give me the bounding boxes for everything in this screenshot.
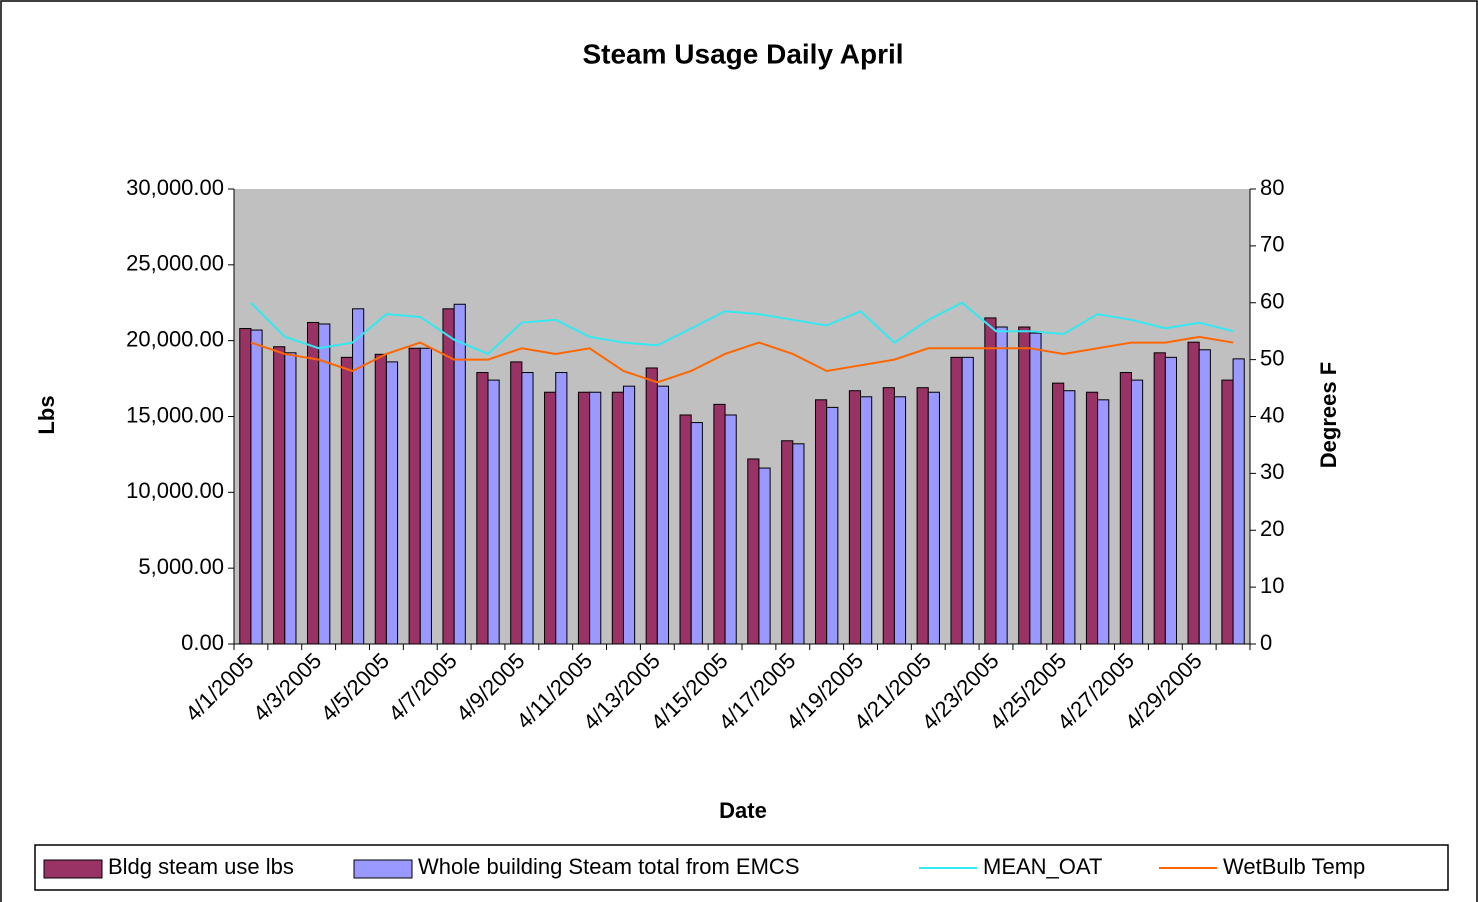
bar [611, 391, 624, 645]
bar [747, 458, 760, 645]
y-tick-label: 15,000.00 [126, 402, 224, 427]
bar [476, 372, 489, 645]
plot-area [234, 189, 1250, 644]
bar [1029, 332, 1042, 645]
bar [927, 391, 940, 645]
legend-label: Bldg steam use lbs [108, 854, 294, 879]
bar [544, 391, 557, 645]
bar [961, 356, 974, 645]
bar [713, 403, 726, 645]
bar [487, 379, 500, 645]
bar [273, 346, 286, 645]
y2-tick-label: 80 [1260, 175, 1284, 200]
y2-tick-label: 30 [1260, 459, 1284, 484]
legend-label: WetBulb Temp [1223, 854, 1365, 879]
bar [679, 414, 692, 645]
bar [1097, 399, 1110, 645]
legend-swatch [43, 859, 103, 879]
y-tick-label: 0.00 [181, 630, 224, 655]
bar [860, 396, 873, 645]
y-tick-label: 5,000.00 [138, 554, 224, 579]
y2-tick-label: 20 [1260, 516, 1284, 541]
bar [882, 387, 895, 645]
bar [521, 372, 534, 645]
bar [340, 356, 354, 645]
line-series [250, 301, 1234, 356]
bar [724, 414, 737, 645]
bar [250, 329, 263, 645]
y-axis-label: Lbs [34, 395, 59, 434]
bar [318, 323, 331, 645]
y2-tick-label: 40 [1260, 402, 1284, 427]
bar [1018, 326, 1031, 645]
bar [1063, 390, 1076, 645]
y-tick-label: 20,000.00 [126, 326, 224, 351]
bar [408, 347, 421, 645]
bar [792, 443, 805, 645]
bar [419, 347, 432, 645]
bar [1232, 358, 1245, 645]
bar [589, 391, 602, 645]
bar [1153, 352, 1166, 645]
bar [950, 356, 963, 645]
y2-tick-label: 50 [1260, 345, 1284, 370]
bar [848, 390, 862, 645]
bar [555, 372, 568, 645]
bar [916, 387, 929, 645]
bar [758, 467, 771, 645]
chart-title: Steam Usage Daily April [582, 38, 903, 69]
line-series [250, 335, 1234, 384]
bar [1130, 379, 1144, 645]
bar [995, 326, 1008, 645]
bar [453, 303, 466, 645]
bar [984, 317, 997, 645]
bar [239, 328, 252, 645]
bar [814, 399, 828, 645]
y-tick-label: 30,000.00 [126, 175, 224, 200]
bar [1187, 341, 1200, 645]
bar [577, 391, 591, 645]
y2-tick-label: 10 [1260, 573, 1284, 598]
bar [893, 396, 907, 645]
legend-swatch [353, 859, 413, 879]
legend-label: MEAN_OAT [983, 854, 1102, 879]
y2-axis-label: Degrees F [1316, 362, 1341, 468]
bar [385, 361, 399, 645]
bar [1119, 372, 1132, 645]
y2-tick-label: 0 [1260, 630, 1272, 655]
y-tick-label: 10,000.00 [126, 478, 224, 503]
y2-tick-label: 70 [1260, 232, 1284, 257]
bar [1221, 379, 1234, 645]
x-axis-label: Date [719, 798, 767, 823]
bar [1052, 382, 1065, 645]
legend-label: Whole building Steam total from EMCS [418, 854, 800, 879]
y-tick-label: 25,000.00 [126, 251, 224, 276]
bar [622, 385, 636, 645]
bar [306, 321, 320, 645]
bar [1085, 391, 1099, 645]
y2-tick-label: 60 [1260, 289, 1284, 314]
bar [1198, 349, 1211, 645]
bar [781, 440, 794, 645]
bar [510, 361, 523, 645]
bar [656, 385, 670, 645]
bar [374, 353, 387, 645]
bar [826, 406, 839, 645]
bar [1164, 356, 1178, 645]
bar [645, 367, 658, 645]
bar [352, 308, 365, 645]
bar [284, 352, 297, 645]
bar [690, 422, 703, 645]
